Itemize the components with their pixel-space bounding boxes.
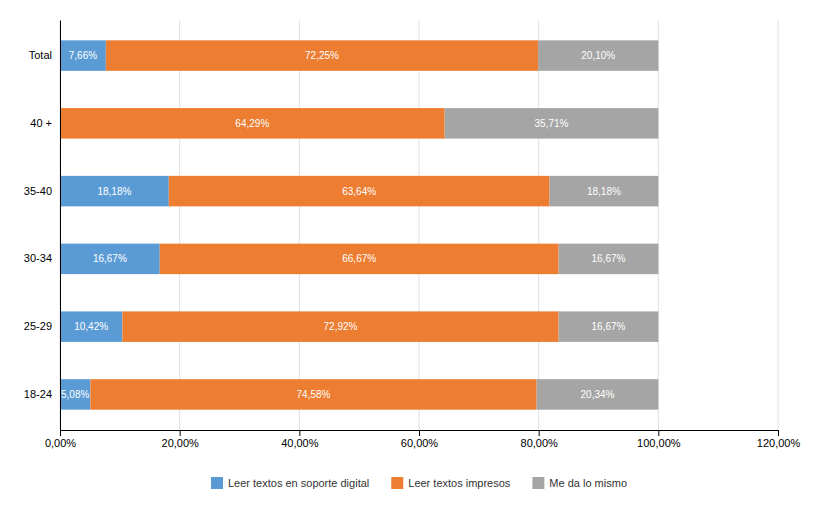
- bar: [60, 311, 122, 341]
- data-label: 74,58%: [297, 389, 331, 400]
- data-label: 35,71%: [535, 118, 569, 129]
- bar: [60, 176, 169, 206]
- bar: [60, 379, 90, 409]
- y-tick: 30-34: [24, 252, 52, 264]
- legend-item: Me da lo mismo: [532, 477, 627, 489]
- data-label: 7,66%: [69, 50, 97, 61]
- y-tick: 18-24: [24, 388, 52, 400]
- y-axis: 18-24 25-29 30-34 35-40 40 + Total: [24, 21, 61, 431]
- bar: [90, 379, 536, 409]
- plot: 5,08% 10,42% 16,67% 18,18% 7,66% 74,58% 72,92%…: [24, 20, 801, 449]
- series: [445, 40, 659, 409]
- grid-line: [658, 20, 659, 430]
- data-label: 64,29%: [235, 118, 269, 129]
- x-tick-mark: [539, 430, 540, 436]
- y-tick: 40 +: [30, 117, 52, 129]
- grid-line: [299, 20, 300, 430]
- x-tick-label: 120,00%: [757, 437, 801, 449]
- x-tick-label: 0,00%: [45, 437, 76, 449]
- chart: 5,08% 10,42% 16,67% 18,18% 7,66% 74,58% 72,92%…: [0, 0, 818, 505]
- y-tick-label: 30-34: [24, 252, 52, 264]
- y-tick-label: 35-40: [24, 185, 52, 197]
- bar: [60, 244, 160, 274]
- y-tick-label: 18-24: [24, 388, 52, 400]
- legend-item: Leer textos impresos: [391, 477, 511, 489]
- legend: Leer textos en soporte digital Leer texto…: [211, 477, 627, 489]
- y-tick: Total: [29, 49, 52, 61]
- y-tick: 25-29: [24, 320, 52, 332]
- x-tick-mark: [778, 430, 779, 436]
- legend-swatch: [532, 477, 544, 489]
- grid-line: [179, 20, 180, 430]
- legend-label: Me da lo mismo: [549, 477, 627, 489]
- bar: [537, 379, 659, 409]
- y-tick: 35-40: [24, 185, 52, 197]
- x-tick-mark: [180, 430, 181, 436]
- bar: [106, 40, 538, 70]
- y-tick-label: 25-29: [24, 320, 52, 332]
- x-tick-label: 20,00%: [162, 437, 200, 449]
- bar: [60, 40, 106, 70]
- legend-swatch: [211, 477, 223, 489]
- bar: [538, 40, 658, 70]
- x-tick-label: 100,00%: [637, 437, 681, 449]
- bar: [160, 244, 559, 274]
- y-axis-line: [60, 21, 61, 431]
- x-tick-mark: [60, 430, 61, 436]
- legend-label: Leer textos impresos: [408, 477, 511, 489]
- data-label: 66,67%: [342, 253, 376, 264]
- data-label: 18,18%: [97, 186, 131, 197]
- data-label: 16,67%: [592, 253, 626, 264]
- x-tick: 20,00%: [162, 430, 200, 449]
- bar: [550, 176, 659, 206]
- x-axis: 0,00% 20,00% 40,00% 60,00% 80,00% 100,00% 120,…: [45, 430, 801, 449]
- series: [60, 40, 169, 409]
- data-label: 10,42%: [74, 321, 108, 332]
- x-axis-line: [61, 431, 779, 437]
- data-labels: 5,08% 10,42% 16,67% 18,18% 7,66% 74,58% 72,92%…: [61, 50, 626, 400]
- x-tick: 80,00%: [521, 430, 559, 449]
- bar: [559, 311, 659, 341]
- grid-line: [778, 20, 779, 430]
- x-tick-label: 60,00%: [401, 437, 439, 449]
- x-tick: 0,00%: [45, 430, 76, 449]
- legend-label: Leer textos en soporte digital: [228, 477, 369, 489]
- data-label: 20,10%: [581, 50, 615, 61]
- bars: [60, 40, 658, 409]
- bar: [445, 108, 659, 138]
- data-label: 20,34%: [581, 389, 615, 400]
- data-label: 16,67%: [93, 253, 127, 264]
- data-label: 72,92%: [324, 321, 358, 332]
- grid-line: [538, 20, 539, 430]
- x-tick: 100,00%: [637, 430, 681, 449]
- y-tick-label: Total: [29, 49, 52, 61]
- x-tick-mark: [658, 430, 659, 436]
- bar: [60, 108, 445, 138]
- legend-item: Leer textos en soporte digital: [211, 477, 369, 489]
- series: [60, 40, 559, 409]
- grid: [60, 20, 778, 430]
- data-label: 16,67%: [592, 321, 626, 332]
- x-tick-label: 80,00%: [521, 437, 559, 449]
- bar: [122, 311, 558, 341]
- grid-line: [419, 20, 420, 430]
- x-tick-label: 40,00%: [281, 437, 319, 449]
- grid-line: [60, 20, 61, 430]
- legend-swatch: [391, 477, 403, 489]
- data-label: 63,64%: [342, 186, 376, 197]
- x-tick-mark: [419, 430, 420, 436]
- data-label: 5,08%: [61, 389, 89, 400]
- y-tick-label: 40 +: [30, 117, 52, 129]
- bar: [559, 244, 659, 274]
- x-tick-mark: [299, 430, 300, 436]
- data-label: 18,18%: [587, 186, 621, 197]
- data-label: 72,25%: [305, 50, 339, 61]
- x-tick: 60,00%: [401, 430, 439, 449]
- x-tick: 120,00%: [757, 430, 801, 449]
- x-tick: 40,00%: [281, 430, 319, 449]
- bar: [169, 176, 550, 206]
